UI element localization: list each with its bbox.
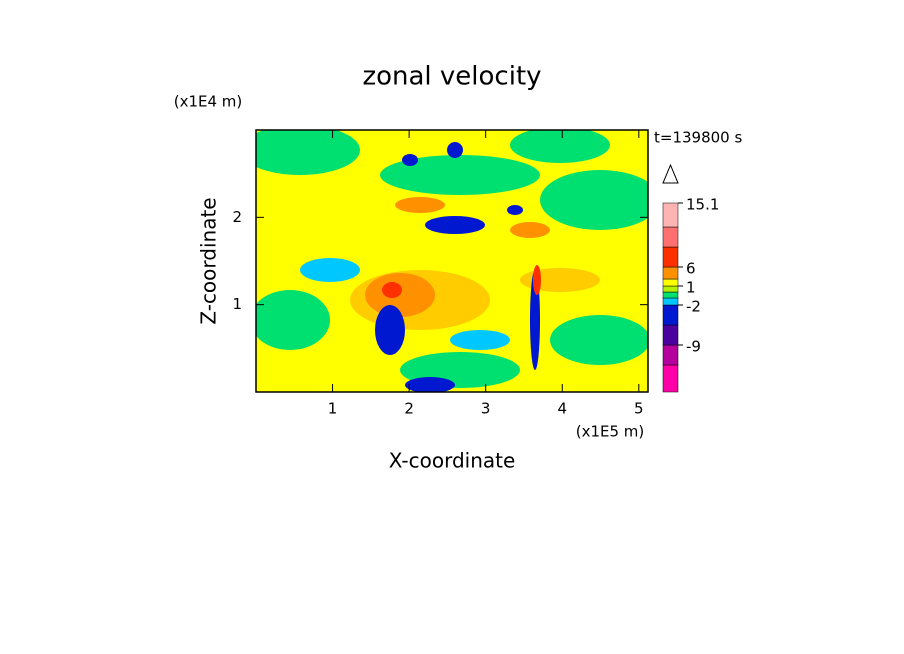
colorbar-label: 6 <box>686 260 696 278</box>
time-annotation: t=139800 s <box>654 129 742 147</box>
colorbar-label: 1 <box>686 279 696 297</box>
colorbar-band <box>662 297 679 306</box>
colorbar-label: -9 <box>686 338 701 356</box>
colorbar-band <box>662 202 679 228</box>
colorbar-band <box>662 285 679 293</box>
y-unit: (x1E4 m) <box>174 93 243 111</box>
colorbar-band <box>662 324 679 346</box>
colorbar-label: 15.1 <box>686 196 719 214</box>
colorbar-arrow <box>662 163 679 184</box>
colorbar-band <box>662 291 679 299</box>
x-axis-label: X-coordinate <box>389 449 516 473</box>
y-tick-label: 2 <box>232 208 242 226</box>
y-tick-label: 1 <box>232 295 242 313</box>
plot-frame <box>255 129 649 393</box>
chart-title: zonal velocity <box>362 62 541 92</box>
colorbar-band <box>662 304 679 326</box>
y-axis-label: Z-coordinate <box>197 197 221 324</box>
contour-field <box>256 130 648 392</box>
colorbar-band <box>662 278 679 287</box>
x-tick-label: 5 <box>634 400 644 418</box>
colorbar-band <box>662 364 679 393</box>
colorbar-band <box>662 246 679 268</box>
x-tick-label: 2 <box>404 400 414 418</box>
colorbar-label: -2 <box>686 298 701 316</box>
x-tick-label: 4 <box>557 400 567 418</box>
x-unit: (x1E5 m) <box>576 423 645 441</box>
colorbar-band <box>662 344 679 366</box>
x-tick-label: 1 <box>328 400 338 418</box>
colorbar-band <box>662 226 679 248</box>
colorbar-band <box>662 266 679 280</box>
x-tick-label: 3 <box>481 400 491 418</box>
